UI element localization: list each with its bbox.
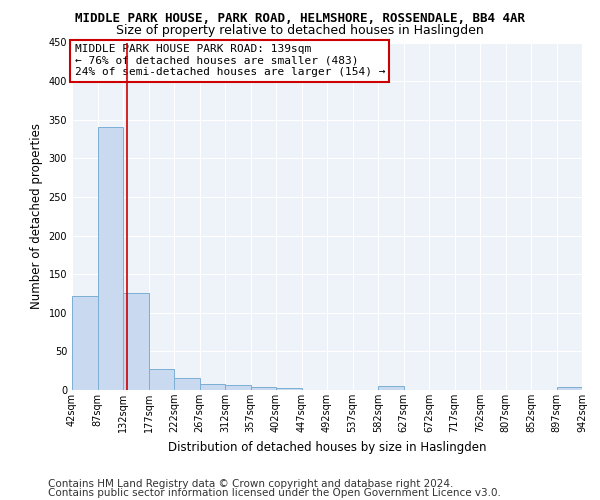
X-axis label: Distribution of detached houses by size in Haslingden: Distribution of detached houses by size …: [168, 440, 486, 454]
Y-axis label: Number of detached properties: Number of detached properties: [30, 123, 43, 309]
Bar: [557, 387, 582, 390]
Bar: [149, 369, 174, 390]
Bar: [72, 296, 97, 390]
Bar: [378, 386, 404, 390]
Text: MIDDLE PARK HOUSE PARK ROAD: 139sqm
← 76% of detached houses are smaller (483)
2: MIDDLE PARK HOUSE PARK ROAD: 139sqm ← 76…: [74, 44, 385, 78]
Bar: [199, 384, 225, 390]
Text: MIDDLE PARK HOUSE, PARK ROAD, HELMSHORE, ROSSENDALE, BB4 4AR: MIDDLE PARK HOUSE, PARK ROAD, HELMSHORE,…: [75, 12, 525, 26]
Bar: [225, 386, 251, 390]
Bar: [251, 387, 276, 390]
Text: Contains public sector information licensed under the Open Government Licence v3: Contains public sector information licen…: [48, 488, 501, 498]
Bar: [174, 378, 199, 390]
Text: Size of property relative to detached houses in Haslingden: Size of property relative to detached ho…: [116, 24, 484, 37]
Bar: [276, 388, 302, 390]
Bar: [123, 294, 149, 390]
Text: Contains HM Land Registry data © Crown copyright and database right 2024.: Contains HM Land Registry data © Crown c…: [48, 479, 454, 489]
Bar: [97, 128, 123, 390]
